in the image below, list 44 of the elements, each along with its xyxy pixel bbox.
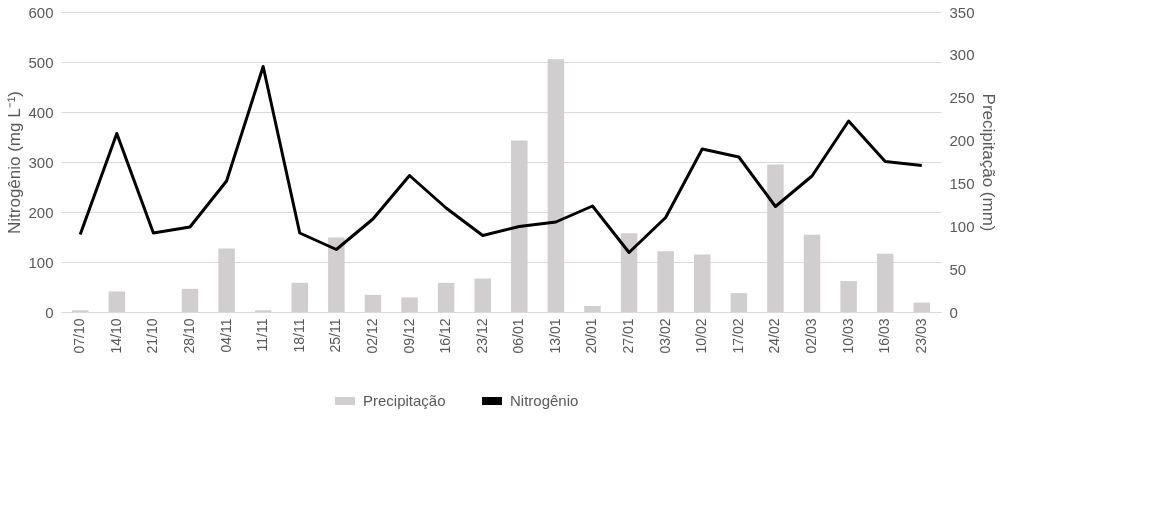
x-tick-label: 25/11 bbox=[327, 318, 344, 353]
y2-tick-label: 350 bbox=[949, 3, 975, 21]
x-tick-label: 28/10 bbox=[180, 318, 197, 354]
x-tick-label: 13/01 bbox=[546, 318, 563, 354]
x-tick-label: 23/12 bbox=[473, 318, 490, 354]
y-tick-label: 600 bbox=[28, 3, 54, 21]
y2-tick-label: 100 bbox=[949, 217, 975, 235]
y2-tick-label: 0 bbox=[949, 303, 958, 321]
y2-tick-label: 50 bbox=[949, 260, 967, 278]
y-tick-label: 300 bbox=[28, 153, 54, 171]
x-tick-label: 07/10 bbox=[71, 318, 88, 354]
y-tick-label: 100 bbox=[28, 253, 54, 271]
y-tick-label: 500 bbox=[28, 53, 54, 71]
line-series bbox=[78, 65, 924, 254]
y-tick-label: 400 bbox=[28, 103, 54, 121]
x-tick-label: 04/11 bbox=[217, 318, 234, 353]
y-axis-title: Nitrogênio (mg L⁻¹) bbox=[5, 91, 25, 234]
y-tick-label: 200 bbox=[28, 203, 54, 221]
x-tick-label: 18/11 bbox=[290, 318, 307, 353]
x-tick-label: 23/03 bbox=[912, 318, 929, 354]
legend-label: Precipitação bbox=[363, 392, 446, 409]
x-tick-label: 27/01 bbox=[620, 318, 637, 354]
x-tick-label: 11/11 bbox=[254, 318, 271, 352]
x-tick-label: 16/12 bbox=[437, 318, 454, 354]
x-tick-label: 02/12 bbox=[363, 318, 380, 354]
x-tick-label: 10/03 bbox=[839, 318, 856, 354]
y2-axis-title: Precipitação (mm) bbox=[978, 93, 998, 232]
y2-tick-label: 200 bbox=[949, 132, 975, 150]
y2-tick-label: 250 bbox=[949, 89, 975, 107]
x-tick-label: 20/01 bbox=[583, 318, 600, 354]
x-tick-label: 14/10 bbox=[107, 318, 124, 354]
x-tick-label: 06/01 bbox=[510, 318, 527, 354]
x-tick-label: 16/03 bbox=[876, 318, 893, 354]
x-tick-label: 24/02 bbox=[766, 318, 783, 354]
x-tick-label: 21/10 bbox=[144, 318, 161, 354]
x-tick-label: 17/02 bbox=[729, 318, 746, 354]
x-tick-label: 10/02 bbox=[693, 318, 710, 354]
y2-tick-label: 300 bbox=[949, 46, 975, 64]
x-tick-label: 02/03 bbox=[803, 318, 820, 354]
y2-tick-label: 150 bbox=[949, 174, 975, 192]
x-tick-label: 03/02 bbox=[656, 318, 673, 354]
x-tick-label: 09/12 bbox=[400, 318, 417, 354]
legend-label: Nitrogênio bbox=[510, 392, 579, 409]
y-tick-label: 0 bbox=[45, 303, 54, 321]
